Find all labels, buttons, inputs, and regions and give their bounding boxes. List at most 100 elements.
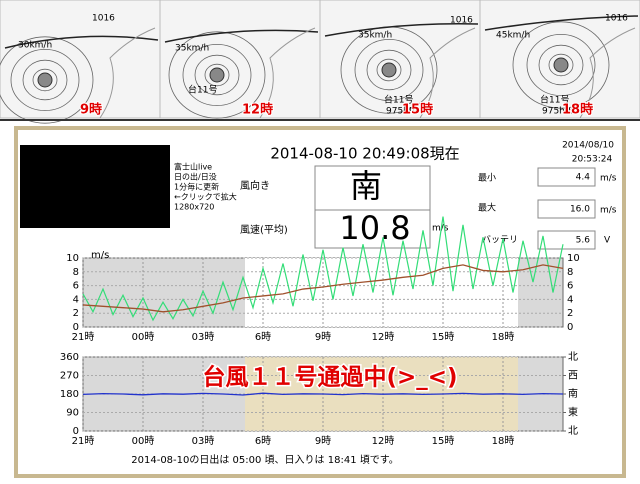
battery-box: [537, 230, 596, 250]
front: [324, 23, 479, 37]
y-tick-label: 0: [73, 426, 79, 437]
typhoon-eye: [553, 57, 569, 73]
map-bg: [319, 0, 481, 119]
y2-tick-label: 東: [568, 406, 578, 419]
map-label: 30km/h: [18, 41, 52, 51]
map-coast: [99, 27, 156, 119]
isobar: [376, 58, 402, 82]
camera-text[interactable]: ←クリックで拡大: [174, 192, 237, 202]
y2-tick-label: 西: [568, 371, 578, 382]
speed-box: [314, 209, 431, 249]
map-time: 9時: [80, 102, 102, 118]
direction-value: 南: [350, 167, 382, 205]
map-label: 1016: [450, 16, 473, 26]
typhoon-eye: [37, 72, 53, 88]
map-bg: [0, 0, 161, 119]
y-tick-label-right: 6: [567, 281, 573, 292]
y-tick-label-right: 8: [567, 267, 573, 278]
max-box: [537, 199, 596, 219]
speed-label: 風速(平均): [240, 224, 288, 236]
map-label: 975hPa: [386, 107, 419, 117]
x-tick-label: 21時: [72, 435, 95, 447]
y-tick-label: 360: [60, 352, 79, 363]
max-value: 16.0: [570, 205, 590, 215]
x-tick-label: 03時: [192, 435, 215, 447]
y-tick-label-right: 0: [567, 322, 573, 333]
camera-text: 1280x720: [174, 203, 214, 212]
camera-text: 富士山live: [174, 162, 212, 172]
x-tick-label: 00時: [132, 331, 155, 343]
min-label: 最小: [478, 173, 496, 184]
camera-image[interactable]: [20, 145, 170, 228]
y2-tick-label: 北: [568, 351, 578, 363]
x-tick-label: 18時: [492, 435, 515, 447]
isobar: [366, 49, 412, 91]
map-label: 1016: [605, 14, 628, 24]
front: [164, 29, 319, 43]
isobar: [354, 39, 424, 102]
typhoon-eye: [381, 62, 397, 78]
map-label: 台11号: [188, 84, 217, 96]
data-line: [82, 392, 564, 396]
y-tick-label-right: 4: [567, 294, 573, 305]
y-tick-label-right: 10: [567, 253, 580, 264]
camera-text: 1分毎に更新: [174, 182, 219, 192]
x-tick-label: 9時: [315, 435, 331, 447]
map-coast: [259, 27, 316, 119]
camera-text: 日の出/日没: [174, 172, 217, 182]
isobar: [526, 34, 596, 97]
x-tick-label: 12時: [372, 435, 395, 447]
x-tick-label: 18時: [492, 331, 515, 343]
x-tick-label: 6時: [255, 331, 271, 343]
x-tick-label: 9時: [315, 331, 331, 343]
battery-unit: V: [604, 236, 611, 246]
weather-maps: [0, 0, 640, 124]
isobar: [194, 54, 240, 96]
map-label: 35km/h: [358, 31, 392, 41]
speed-unit: m/s: [432, 224, 449, 234]
y-tick-label: 6: [73, 281, 79, 292]
isobar: [10, 49, 80, 112]
y-tick-label: 4: [73, 294, 79, 305]
clock-date: 2014/08/10: [562, 141, 614, 151]
front: [4, 35, 159, 49]
front: [484, 15, 639, 31]
isobar: [182, 44, 252, 107]
charts: 0 0 2 2 4 4 6 6 8 8 10 10 21時 00時 03時 6時 9時 12時 15時 18時 m/s 0…: [60, 216, 580, 447]
timestamp: 2014-08-10 20:49:08現在: [270, 145, 459, 163]
y-tick-label-right: 2: [567, 308, 573, 319]
isobar: [538, 44, 584, 86]
map-label: 975hPa: [542, 107, 575, 117]
map-label: 1016: [92, 14, 115, 24]
map-time: 18時: [562, 102, 593, 118]
x-tick-label: 00時: [132, 435, 155, 447]
max-label: 最大: [478, 202, 496, 214]
y2-tick-label: 南: [568, 387, 578, 400]
y-tick-label: 90: [66, 408, 79, 419]
x-tick-label: 12時: [372, 331, 395, 343]
map-coast: [579, 27, 636, 119]
y-tick-label: 180: [60, 389, 79, 400]
isobar: [512, 21, 610, 109]
x-tick-label: 21時: [72, 331, 95, 343]
y2-tick-label: 北: [568, 425, 578, 437]
min-unit: m/s: [600, 174, 617, 184]
map-time: 15時: [402, 102, 433, 118]
isobar: [168, 31, 266, 119]
data-line: [82, 216, 564, 322]
map-label: 台11号: [384, 94, 413, 106]
y-tick-label: 8: [73, 267, 79, 278]
isobar: [0, 36, 94, 124]
map-label: 35km/h: [175, 44, 209, 54]
x-tick-label: 03時: [192, 331, 215, 343]
y-axis-label: m/s: [91, 250, 109, 261]
x-tick-label: 15時: [432, 435, 455, 447]
y-tick-label: 10: [66, 253, 79, 264]
isobar: [22, 59, 68, 101]
map-label: 台11号: [540, 94, 569, 106]
banner: 台風１１号通過中(>_<): [202, 364, 457, 391]
y-tick-label: 0: [73, 322, 79, 333]
y-tick-label: 2: [73, 308, 79, 319]
x-tick-label: 15時: [432, 331, 455, 343]
